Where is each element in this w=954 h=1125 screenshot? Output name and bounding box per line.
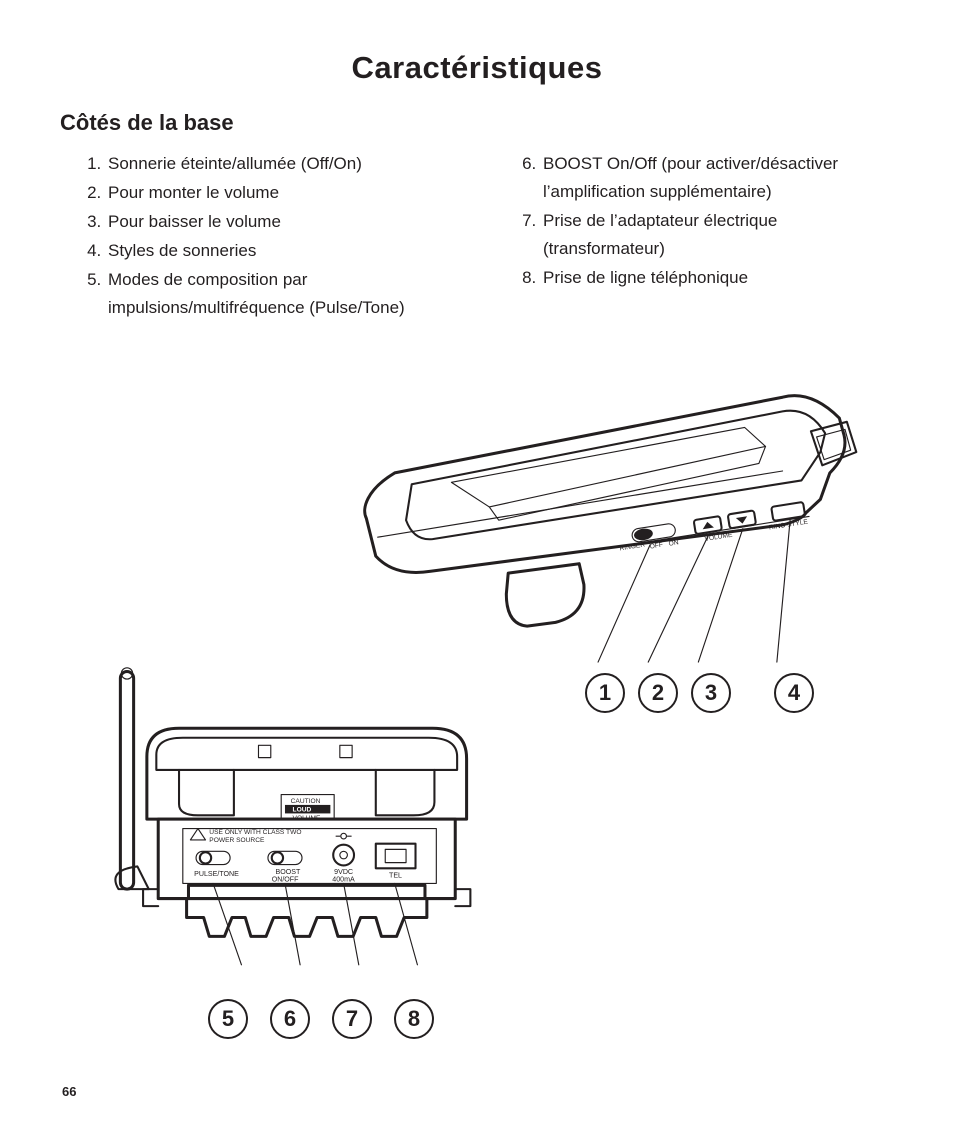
callout-5: 5 (208, 999, 248, 1039)
feature-columns: Sonnerie éteinte/allumée (Off/On) Pour m… (60, 150, 894, 323)
page-number: 66 (62, 1084, 76, 1099)
list-item: Pour monter le volume (106, 179, 459, 207)
manual-page: Caractéristiques Côtés de la base Sonner… (0, 0, 954, 1125)
callout-3: 3 (691, 673, 731, 713)
callout-4: 4 (774, 673, 814, 713)
device-diagram: .h{stroke:#231f20;stroke-width:3.2;fill:… (60, 331, 894, 1031)
svg-text:USE ONLY WITH CLASS TWO: USE ONLY WITH CLASS TWO (209, 830, 301, 837)
svg-text:TEL: TEL (389, 872, 402, 880)
diagram-area: .h{stroke:#231f20;stroke-width:3.2;fill:… (60, 331, 894, 1031)
list-item: Prise de l’adaptateur électrique (transf… (541, 207, 894, 263)
feature-list-right: BOOST On/Off (pour activer/désactiver l’… (495, 150, 894, 292)
page-title: Caractéristiques (60, 50, 894, 86)
svg-text:PULSE/TONE: PULSE/TONE (194, 870, 239, 878)
svg-text:400mA: 400mA (332, 876, 355, 884)
list-item: Prise de ligne téléphonique (541, 264, 894, 292)
callout-1: 1 (585, 673, 625, 713)
list-item: Modes de composition par impulsions/mult… (106, 266, 459, 322)
list-item: Sonnerie éteinte/allumée (Off/On) (106, 150, 459, 178)
section-heading: Côtés de la base (60, 110, 894, 136)
callout-7: 7 (332, 999, 372, 1039)
list-item: Styles de sonneries (106, 237, 459, 265)
svg-text:ON: ON (668, 539, 679, 548)
callout-8: 8 (394, 999, 434, 1039)
list-item: BOOST On/Off (pour activer/désactiver l’… (541, 150, 894, 206)
callout-2: 2 (638, 673, 678, 713)
svg-text:CAUTION: CAUTION (291, 798, 321, 805)
svg-text:POWER SOURCE: POWER SOURCE (209, 837, 265, 844)
svg-text:OFF: OFF (649, 542, 663, 551)
feature-list-left: Sonnerie éteinte/allumée (Off/On) Pour m… (60, 150, 459, 322)
callout-6: 6 (270, 999, 310, 1039)
svg-text:LOUD: LOUD (293, 807, 312, 814)
svg-text:ON/OFF: ON/OFF (272, 876, 299, 884)
list-item: Pour baisser le volume (106, 208, 459, 236)
